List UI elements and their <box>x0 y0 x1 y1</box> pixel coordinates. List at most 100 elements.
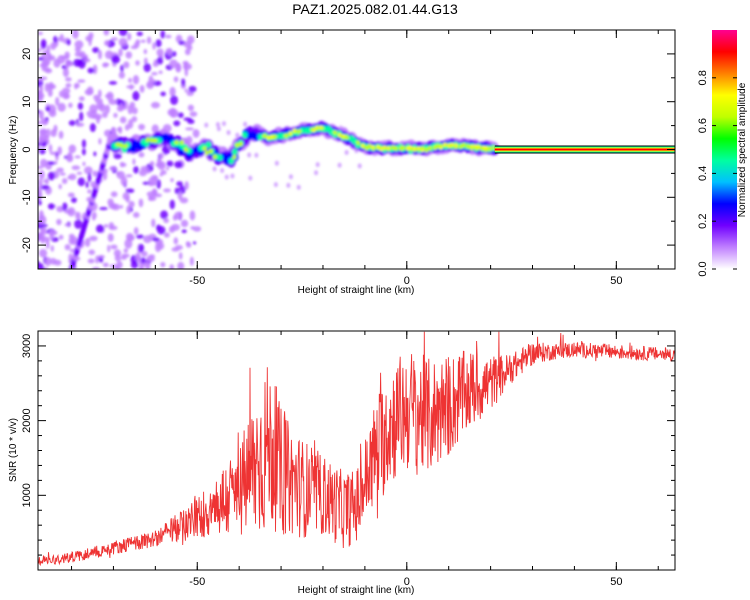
spectrogram-noise-blob <box>40 128 48 135</box>
spectrogram-noise-blob <box>247 152 252 158</box>
spectrogram-noise-blob <box>132 158 136 165</box>
spectrogram-noise-blob <box>179 197 189 204</box>
spectrogram-noise-blob <box>63 209 73 214</box>
spectrogram-track-blob <box>427 145 432 151</box>
colorbar-tick-label: 0.4 <box>697 166 709 181</box>
spectrogram-noise-blob <box>61 87 71 95</box>
spectrogram-noise-blob <box>67 192 75 198</box>
spectrogram-track-blob <box>292 128 296 133</box>
spectrogram-noise-blob <box>155 39 162 48</box>
spectrogram-noise-blob <box>127 118 134 129</box>
spectrogram-noise-blob <box>97 49 103 60</box>
spectrogram-noise-blob <box>110 244 118 250</box>
spectrogram-y-tick-label: -20 <box>21 237 33 253</box>
spectrogram-noise-blob <box>126 85 135 89</box>
spectrogram-noise-blob <box>220 167 225 173</box>
spectrogram-noise-blob <box>173 76 179 83</box>
spectrogram-noise-blob <box>136 31 143 37</box>
spectrogram-noise-blob <box>113 112 118 118</box>
spectrogram-noise-blob <box>81 139 87 149</box>
spectrogram-noise-blob <box>107 233 114 242</box>
spectrogram-noise-blob <box>254 152 259 158</box>
spectrogram-noise-blob <box>190 226 196 230</box>
spectrogram-noise-blob <box>40 158 48 168</box>
spectrogram-noise-blob <box>49 258 57 265</box>
spectrogram-noise-blob <box>128 77 132 83</box>
spectrogram-y-tick-label: 20 <box>21 48 33 60</box>
spectrogram-noise-blob <box>119 103 124 112</box>
spectrogram-noise-blob <box>163 188 171 193</box>
spectrogram-noise-blob <box>123 248 129 253</box>
snr-y-tick-label: 3000 <box>21 334 33 358</box>
spectrogram-noise-blob <box>165 34 172 39</box>
spectrogram-noise-blob <box>118 48 123 57</box>
spectrogram-noise-blob <box>77 79 86 83</box>
spectrogram-noise-blob <box>133 166 139 174</box>
spectrogram-track-blob <box>149 138 154 144</box>
spectrogram-noise-blob <box>57 146 63 155</box>
spectrogram-noise-blob <box>171 223 180 231</box>
spectrogram-data <box>38 30 675 269</box>
spectrogram-noise-blob <box>116 171 121 176</box>
spectrogram-noise-blob <box>151 218 156 228</box>
spectrogram-y-tick-label: -10 <box>21 189 33 205</box>
spectrogram-noise-blob <box>155 242 162 253</box>
spectrogram-noise-blob <box>184 181 189 190</box>
spectrogram-track-blob <box>454 143 458 147</box>
spectrogram-noise-blob <box>140 39 146 43</box>
spectrogram-track-blob <box>228 157 235 165</box>
spectrogram-x-tick-label: -50 <box>189 275 205 287</box>
spectrogram-noise-blob <box>79 111 84 122</box>
spectrogram-track-blob <box>234 142 240 148</box>
spectrogram-noise-blob <box>85 181 89 189</box>
snr-y-tick-label: 1000 <box>21 483 33 507</box>
spectrogram-noise-blob <box>150 101 160 109</box>
spectrogram-noise-blob <box>226 130 231 136</box>
spectrogram-noise-blob <box>38 200 42 206</box>
spectrogram-track-blob <box>367 143 372 149</box>
spectrogram-noise-blob <box>151 189 158 193</box>
spectrogram-y-tick-label: 0 <box>21 146 33 152</box>
spectrogram-noise-blob <box>49 151 58 156</box>
spectrogram-noise-blob <box>118 71 125 79</box>
spectrogram-noise-blob <box>159 152 164 160</box>
spectrogram-noise-blob <box>138 152 145 158</box>
spectrogram-noise-blob <box>81 148 86 156</box>
spectrogram-noise-blob <box>47 203 55 210</box>
colorbar-ticks: 0.0 0.2 0.4 0.6 0.8 <box>697 70 737 277</box>
spectrogram-noise-blob <box>111 55 121 64</box>
spectrogram-noise-blob <box>68 144 77 154</box>
spectrogram-noise-blob <box>74 40 84 49</box>
spectrogram-noise-blob <box>108 99 118 105</box>
spectrogram-noise-blob <box>38 248 48 258</box>
spectrogram-noise-blob <box>66 154 74 163</box>
spectrogram-noise-blob <box>45 240 50 249</box>
spectrogram-noise-blob <box>181 229 187 234</box>
spectrogram-track-blob <box>382 145 386 150</box>
spectrogram-noise-blob <box>91 211 97 220</box>
spectrogram-noise-blob <box>99 206 108 211</box>
spectrogram-noise-blob <box>125 174 133 178</box>
spectrogram-noise-blob <box>135 60 140 66</box>
snr-x-tick-label: 50 <box>610 576 622 588</box>
spectrogram-track-blob <box>174 139 179 145</box>
spectrogram-noise-blob <box>178 252 183 260</box>
spectrogram-track-blob <box>202 146 207 152</box>
spectrogram-track-blob <box>417 146 421 150</box>
spectrogram-track-blob <box>289 131 293 135</box>
spectrogram-noise-blob <box>152 42 156 50</box>
spectrogram-noise-blob <box>62 67 69 78</box>
spectrogram-noise-blob <box>243 121 248 127</box>
spectrogram-noise-blob <box>151 124 159 134</box>
spectrogram-noise-blob <box>288 174 293 180</box>
spectrogram-noise-blob <box>160 210 168 220</box>
spectrogram-track-blob <box>461 142 466 148</box>
colorbar-tick-label: 0.0 <box>697 261 709 276</box>
spectrogram-noise-blob <box>156 48 164 57</box>
spectrogram-noise-blob <box>144 261 151 269</box>
spectrogram-noise-blob <box>224 174 229 180</box>
spectrogram-track-blob <box>315 125 319 130</box>
spectrogram-noise-blob <box>176 181 183 187</box>
spectrogram-noise-blob <box>133 227 139 235</box>
spectrogram-track-blob <box>337 133 341 137</box>
